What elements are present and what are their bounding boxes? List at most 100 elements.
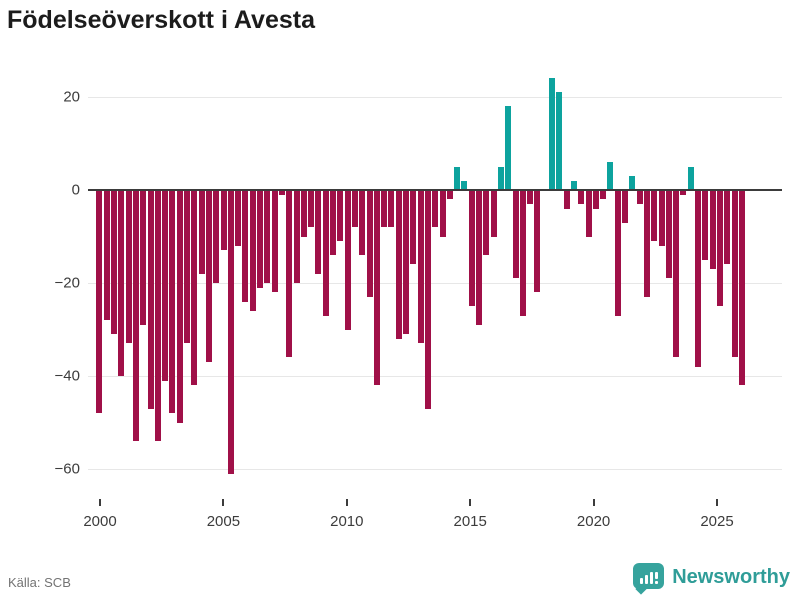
bar bbox=[162, 191, 169, 381]
bar bbox=[140, 191, 147, 325]
bar bbox=[731, 191, 738, 358]
bar bbox=[103, 191, 110, 321]
bar bbox=[519, 191, 526, 316]
bar bbox=[176, 191, 183, 423]
x-axis-label: 2010 bbox=[330, 513, 364, 530]
bar bbox=[184, 191, 190, 344]
bar bbox=[578, 191, 585, 204]
bar bbox=[592, 191, 599, 209]
bar bbox=[96, 191, 103, 414]
brand-wordmark: Newsworthy bbox=[672, 565, 790, 588]
x-axis-label: 2020 bbox=[576, 513, 611, 530]
bar bbox=[614, 191, 621, 316]
bar bbox=[505, 106, 512, 189]
bar bbox=[549, 78, 555, 189]
bar bbox=[454, 166, 461, 189]
bar bbox=[695, 191, 701, 367]
x-axis-tick bbox=[222, 499, 225, 506]
bar bbox=[709, 191, 716, 270]
bar bbox=[147, 191, 154, 409]
y-axis-label: −20 bbox=[54, 274, 80, 292]
bar bbox=[300, 191, 307, 237]
x-axis-tick bbox=[716, 499, 718, 506]
gridline bbox=[88, 97, 782, 98]
bar bbox=[738, 191, 745, 386]
bar bbox=[308, 191, 315, 228]
bar bbox=[330, 191, 336, 256]
bar bbox=[680, 191, 687, 195]
bar bbox=[629, 176, 636, 189]
newsworthy-logo: Newsworthy bbox=[633, 563, 790, 595]
bar bbox=[600, 191, 607, 200]
zero-axis-line bbox=[88, 189, 782, 191]
bar bbox=[373, 191, 380, 386]
bar bbox=[716, 191, 723, 307]
bar bbox=[257, 191, 263, 288]
bar bbox=[293, 191, 300, 283]
bar bbox=[468, 191, 475, 307]
gridline bbox=[88, 376, 782, 377]
bar bbox=[534, 191, 541, 293]
bar bbox=[125, 191, 132, 344]
bar bbox=[622, 191, 628, 223]
bar bbox=[607, 162, 614, 189]
gridline bbox=[88, 283, 782, 284]
x-axis-label: 2000 bbox=[83, 513, 117, 530]
bar bbox=[264, 191, 271, 283]
bar bbox=[351, 191, 358, 228]
x-axis-label: 2015 bbox=[453, 513, 487, 530]
bar bbox=[563, 191, 570, 209]
bar bbox=[556, 92, 563, 189]
bar bbox=[651, 191, 658, 242]
bar bbox=[111, 191, 117, 335]
bar bbox=[169, 191, 176, 414]
bar bbox=[191, 191, 198, 386]
bar bbox=[278, 191, 285, 195]
bar bbox=[271, 191, 278, 293]
bar bbox=[424, 191, 431, 409]
bar bbox=[687, 166, 694, 189]
y-axis-label: −40 bbox=[54, 367, 80, 385]
bar bbox=[585, 191, 592, 237]
x-axis-tick bbox=[345, 499, 348, 506]
bar bbox=[643, 191, 650, 297]
bar bbox=[490, 191, 497, 237]
y-axis-label: 0 bbox=[71, 181, 80, 199]
bar bbox=[636, 191, 643, 204]
source-label: Källa: SCB bbox=[8, 575, 71, 590]
bar bbox=[527, 191, 534, 204]
bar bbox=[132, 191, 139, 442]
bar bbox=[286, 191, 293, 358]
bar bbox=[227, 191, 234, 474]
bar bbox=[724, 191, 731, 265]
bar bbox=[242, 191, 249, 302]
bar bbox=[673, 191, 680, 358]
bar bbox=[198, 191, 205, 274]
bar bbox=[439, 191, 446, 237]
bar bbox=[483, 191, 490, 256]
x-axis-label: 2025 bbox=[700, 513, 734, 530]
bar bbox=[315, 191, 322, 274]
bar-chart-plot-area: 20 0 −20 −40 −60 2000 2005 2010 2015 2020 2025 bbox=[54, 78, 782, 530]
x-axis-tick bbox=[99, 499, 101, 506]
bar bbox=[658, 191, 665, 246]
chart-title: Födelseöverskott i Avesta bbox=[7, 6, 315, 34]
x-axis-tick bbox=[469, 499, 472, 506]
bar bbox=[461, 180, 468, 189]
bar bbox=[154, 191, 161, 442]
bar bbox=[235, 191, 242, 246]
bar bbox=[432, 191, 439, 228]
bar bbox=[497, 166, 504, 189]
bar bbox=[322, 191, 329, 316]
bar bbox=[570, 180, 577, 189]
x-axis-label: 2005 bbox=[206, 513, 241, 530]
x-axis-tick bbox=[592, 499, 595, 506]
gridline bbox=[88, 469, 782, 470]
bar bbox=[118, 191, 125, 376]
bar bbox=[249, 191, 256, 311]
bar bbox=[395, 191, 402, 339]
bar bbox=[403, 191, 409, 335]
bar bbox=[388, 191, 395, 228]
bar bbox=[665, 191, 672, 279]
y-axis-label: −60 bbox=[54, 460, 80, 478]
